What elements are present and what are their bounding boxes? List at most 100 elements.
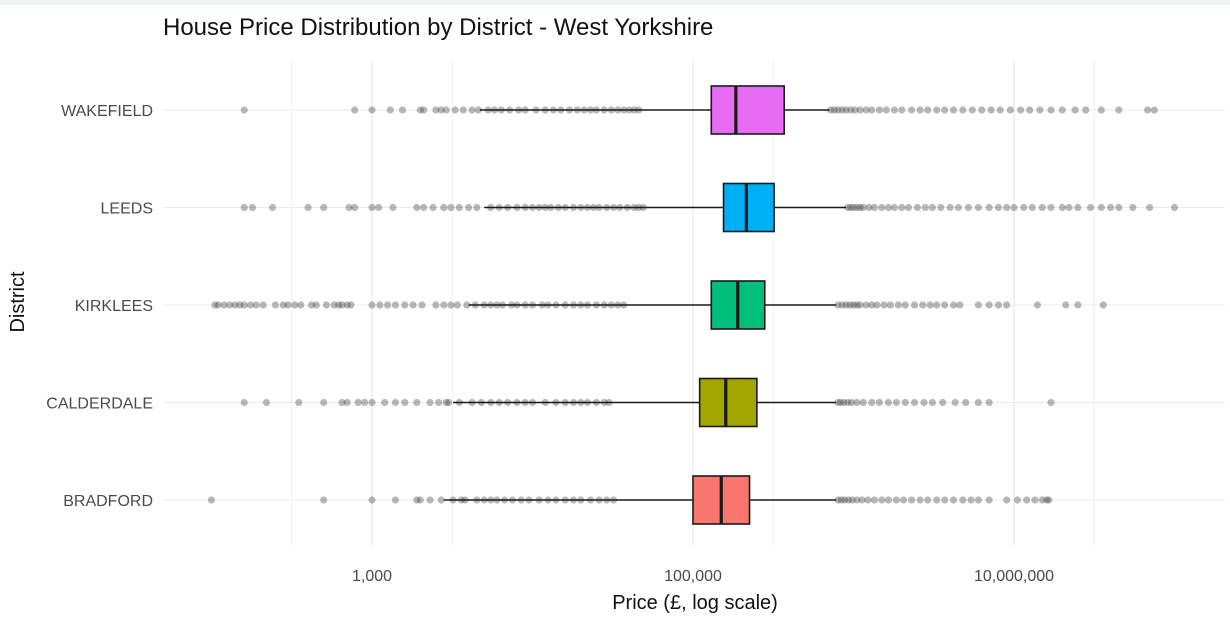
outlier-point xyxy=(1058,203,1066,212)
outlier-point xyxy=(442,106,450,114)
outlier-point xyxy=(1058,106,1066,114)
outlier-point xyxy=(1038,203,1046,212)
outlier-point xyxy=(368,398,376,407)
outlier-point xyxy=(859,203,867,212)
outlier-point xyxy=(890,203,899,212)
outlier-point xyxy=(420,203,428,212)
outlier-point xyxy=(834,106,842,114)
outlier-point xyxy=(868,398,876,407)
outlier-point xyxy=(834,496,842,504)
outlier-point xyxy=(878,496,886,504)
outlier-point xyxy=(959,496,967,504)
outlier-point xyxy=(335,301,343,309)
outlier-point xyxy=(240,203,248,212)
outlier-point xyxy=(838,301,846,309)
outlier-point xyxy=(351,203,359,212)
outlier-point xyxy=(985,496,993,504)
outlier-point xyxy=(383,301,392,309)
outlier-point xyxy=(375,203,383,212)
y-category-label: WAKEFIELD xyxy=(61,103,153,120)
outlier-point xyxy=(463,301,471,309)
outlier-point xyxy=(1115,203,1123,212)
outlier-point xyxy=(1047,106,1055,114)
outlier-point xyxy=(368,301,376,309)
outlier-point xyxy=(432,301,440,309)
outlier-point xyxy=(924,496,932,504)
outlier-point xyxy=(1033,301,1042,309)
outlier-point xyxy=(455,203,463,212)
outlier-point xyxy=(413,203,421,212)
outlier-point xyxy=(849,301,858,309)
outlier-point xyxy=(284,301,292,309)
outlier-point xyxy=(853,496,861,504)
iqr-box xyxy=(710,85,785,135)
outlier-point xyxy=(473,203,481,212)
outlier-point xyxy=(974,203,982,212)
outlier-point xyxy=(910,301,919,309)
outlier-point xyxy=(928,203,936,212)
box-wakefield xyxy=(479,85,830,135)
outlier-point xyxy=(941,496,949,504)
outlier-point xyxy=(447,301,455,309)
outlier-point xyxy=(907,106,916,114)
outlier-point xyxy=(939,398,947,407)
outlier-point xyxy=(432,106,440,114)
outlier-point xyxy=(474,106,482,114)
outlier-point xyxy=(426,398,434,407)
outlier-point xyxy=(974,496,982,504)
outlier-point xyxy=(898,106,906,114)
outlier-point xyxy=(962,398,970,407)
box-leeds xyxy=(484,182,847,233)
outlier-point xyxy=(236,301,244,309)
outlier-point xyxy=(890,106,899,114)
outlier-point xyxy=(868,106,876,114)
outlier-point xyxy=(401,398,409,407)
outlier-point xyxy=(465,203,473,212)
outlier-point xyxy=(921,203,929,212)
outlier-point xyxy=(459,106,467,114)
outlier-point xyxy=(964,203,973,212)
outlier-point xyxy=(859,398,867,407)
outlier-point xyxy=(873,301,881,309)
outlier-point xyxy=(420,106,428,114)
outlier-point xyxy=(920,398,928,407)
outlier-point xyxy=(884,203,893,212)
outlier-point xyxy=(913,203,921,212)
outlier-point xyxy=(898,203,906,212)
outlier-point xyxy=(259,301,267,309)
outlier-point xyxy=(842,301,850,309)
outlier-point xyxy=(862,301,870,309)
iqr-box xyxy=(722,182,775,233)
outlier-point xyxy=(937,203,945,212)
outlier-point xyxy=(1082,106,1090,114)
outlier-point xyxy=(1115,106,1123,114)
outlier-point xyxy=(240,301,248,309)
outlier-point xyxy=(901,301,909,309)
outlier-point xyxy=(312,301,320,309)
outlier-point xyxy=(916,106,924,114)
outlier-point xyxy=(853,203,861,212)
y-category-label: CALDERDALE xyxy=(46,396,153,413)
outlier-point xyxy=(271,301,279,309)
outlier-point xyxy=(892,496,900,504)
outlier-point xyxy=(330,301,338,309)
x-tick-label: 10,000,000 xyxy=(974,568,1054,585)
outlier-point xyxy=(295,398,303,407)
outlier-point xyxy=(1099,301,1107,309)
outlier-point xyxy=(878,203,886,212)
outlier-point xyxy=(1062,301,1070,309)
y-category-label: BRADFORD xyxy=(63,493,153,510)
outlier-point xyxy=(1006,106,1015,114)
x-tick-label: 100,000 xyxy=(664,568,722,585)
outlier-point xyxy=(884,398,893,407)
outlier-point xyxy=(304,203,312,212)
outlier-point xyxy=(338,301,346,309)
outlier-point xyxy=(847,398,855,407)
outlier-point xyxy=(1129,203,1137,212)
outlier-point xyxy=(892,398,900,407)
outlier-point xyxy=(870,203,879,212)
outlier-point xyxy=(435,398,443,407)
outlier-point xyxy=(884,496,893,504)
